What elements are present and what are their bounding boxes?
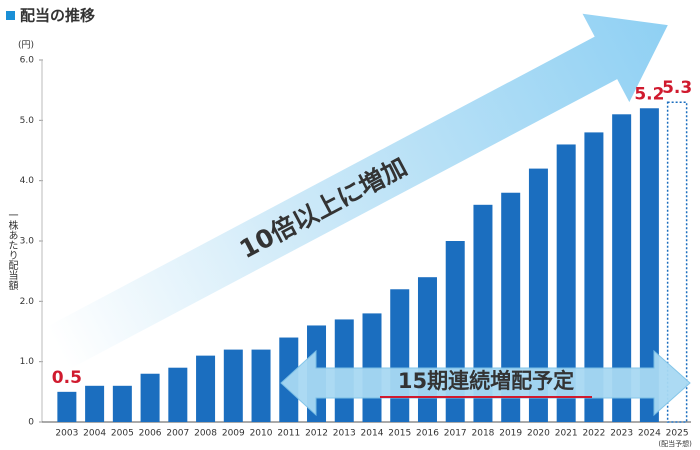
x-tick-label: 2024 [638, 429, 661, 439]
bar [666, 101, 688, 423]
streak-annotation: 15期連続増配予定 [398, 369, 574, 393]
x-tick-label: 2011 [277, 429, 300, 439]
bar [612, 114, 632, 423]
bar [168, 367, 188, 422]
x-tick-label: 2020 [527, 429, 550, 439]
x-tick-label: 2019 [499, 429, 522, 439]
bar [528, 168, 548, 422]
value-label: 0.5 [52, 368, 82, 388]
y-tick-label: 3.0 [20, 237, 35, 247]
y-axis-label: 一株あたり配当額 [6, 210, 18, 291]
y-tick-label: 1.0 [20, 357, 35, 367]
x-tick-label: 2007 [166, 429, 189, 439]
x-tick-label: 2012 [305, 429, 328, 439]
title-marker [6, 11, 15, 20]
streak-arrow: 15期連続増配予定 [280, 349, 691, 417]
x-tick-label: 2018 [472, 429, 495, 439]
bar [196, 355, 216, 422]
x-tick-label: 2008 [194, 429, 217, 439]
value-label: 5.3 [662, 78, 692, 98]
bar [251, 349, 271, 422]
bar [57, 391, 77, 422]
y-tick-label: 5.0 [20, 116, 35, 126]
x-tick-label: 2016 [416, 429, 439, 439]
x-tick-label: 2003 [55, 429, 78, 439]
x-tick-label: 2023 [610, 429, 633, 439]
y-tick-label: 0 [28, 418, 34, 428]
x-tick-label: 2015 [388, 429, 411, 439]
y-tick-label: 2.0 [20, 297, 35, 307]
bar [556, 144, 576, 422]
chart-title: 配当の推移 [20, 7, 95, 25]
forecast-note: (配当予想) [658, 439, 692, 448]
x-tick-label: 2013 [333, 429, 356, 439]
bar [639, 108, 659, 423]
x-tick-label: 2017 [444, 429, 467, 439]
y-tick-label: 4.0 [20, 176, 35, 186]
x-tick-label: 2010 [250, 429, 273, 439]
bar [417, 277, 437, 422]
bar [223, 349, 243, 422]
bar [85, 385, 105, 422]
y-tick-label: 6.0 [20, 56, 35, 66]
x-tick-label: 2022 [582, 429, 605, 439]
x-tick-label: 2004 [83, 429, 106, 439]
x-tick-label: 2009 [222, 429, 245, 439]
x-tick-label: 2006 [139, 429, 162, 439]
value-label: 5.2 [634, 84, 664, 104]
bar [390, 289, 410, 422]
x-tick-label: 2005 [111, 429, 134, 439]
bar [501, 192, 521, 422]
x-tick-label: 2021 [555, 429, 578, 439]
bar [140, 373, 160, 422]
x-tick-label: 2025 [666, 429, 689, 439]
x-tick-label: 2014 [361, 429, 384, 439]
bar [584, 132, 604, 422]
growth-annotation: 10倍以上に増加 [235, 152, 412, 264]
y-unit: (円) [18, 40, 34, 51]
bar [112, 385, 132, 422]
